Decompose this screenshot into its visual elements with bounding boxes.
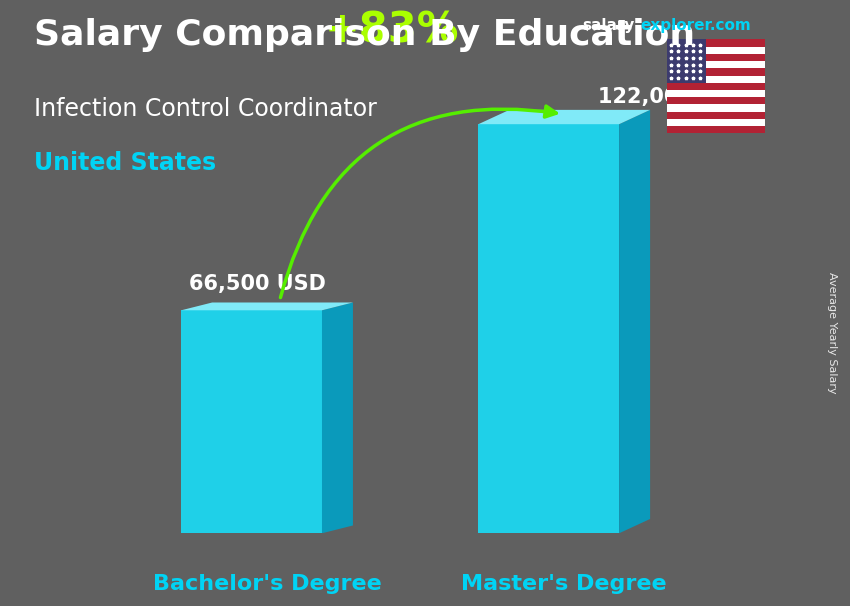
Bar: [667, 76, 765, 83]
Bar: [667, 39, 706, 83]
Text: +83%: +83%: [325, 9, 460, 52]
Bar: [667, 97, 765, 104]
FancyBboxPatch shape: [479, 124, 619, 533]
Text: Bachelor's Degree: Bachelor's Degree: [153, 573, 382, 593]
Bar: [667, 126, 765, 133]
Text: Salary Comparison By Education: Salary Comparison By Education: [34, 18, 695, 52]
Bar: [667, 54, 765, 61]
Bar: [667, 47, 765, 54]
Bar: [667, 39, 765, 47]
Polygon shape: [322, 302, 353, 533]
Text: United States: United States: [34, 152, 216, 176]
Text: 66,500 USD: 66,500 USD: [189, 273, 326, 293]
Text: Infection Control Coordinator: Infection Control Coordinator: [34, 97, 377, 121]
Text: explorer.com: explorer.com: [640, 18, 751, 33]
Text: Average Yearly Salary: Average Yearly Salary: [827, 273, 837, 394]
FancyBboxPatch shape: [181, 310, 322, 533]
Polygon shape: [181, 302, 353, 310]
Bar: [667, 61, 765, 68]
Text: 122,000 USD: 122,000 USD: [598, 87, 750, 107]
Bar: [667, 68, 765, 76]
Text: salary: salary: [582, 18, 635, 33]
Polygon shape: [619, 110, 650, 533]
Bar: [667, 83, 765, 90]
Bar: [667, 104, 765, 112]
Text: Master's Degree: Master's Degree: [462, 573, 667, 593]
Polygon shape: [479, 110, 650, 124]
Bar: [667, 119, 765, 126]
Bar: [667, 112, 765, 119]
Bar: [667, 90, 765, 97]
